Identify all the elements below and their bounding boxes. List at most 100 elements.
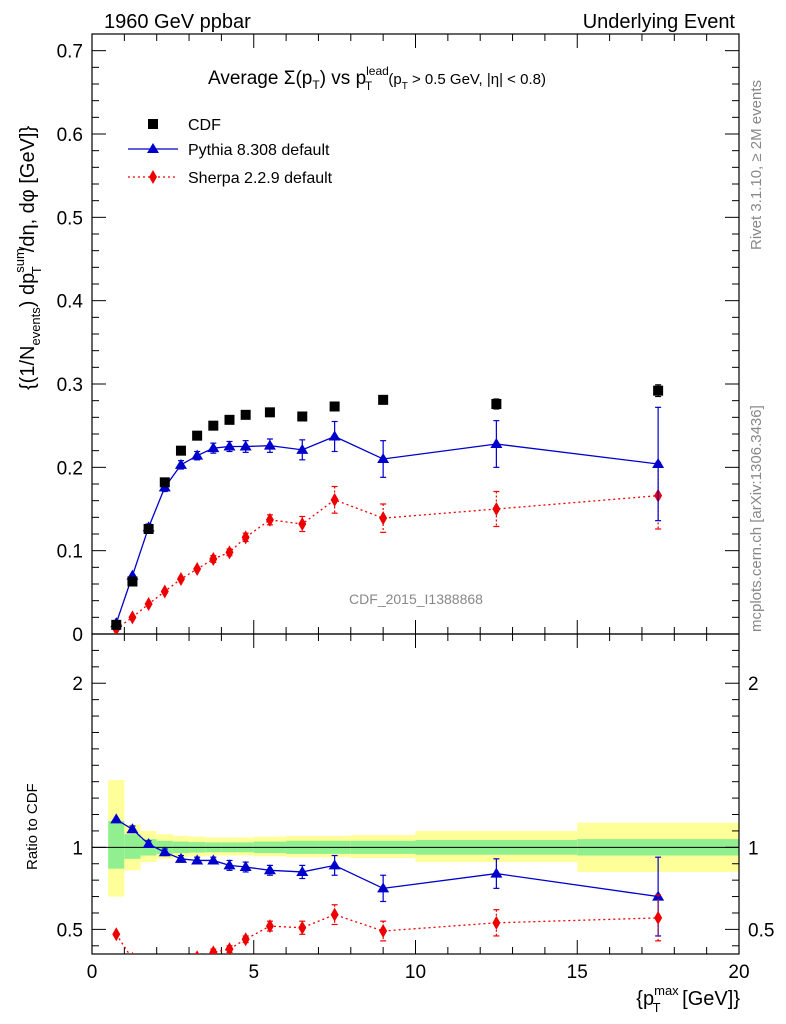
main-point-sherpa [298, 517, 307, 531]
main-point-cdf [208, 420, 219, 431]
mcplots-label: mcplots.cern.ch [arXiv:1306.3436] [748, 405, 765, 632]
ratio-y-axis-label: Ratio to CDF [24, 783, 41, 870]
main-point-cdf [143, 524, 154, 534]
legend-marker-sherpa [149, 170, 157, 184]
y-tick-label: 0.5 [57, 208, 83, 229]
y-tick-label: 0 [72, 625, 83, 646]
ratio-point-pythia [239, 861, 252, 872]
main-point-cdf [297, 411, 308, 422]
legend-marker-pythia [147, 143, 159, 153]
y-tick-label: 0.7 [57, 42, 83, 63]
ratio-plot-frame [91, 633, 740, 955]
ratio-point-pythia [158, 846, 171, 857]
legend: CDF Pythia 8.308 default Sherpa 2.2.9 de… [128, 117, 333, 187]
ratio-y-tick-label: 2 [72, 674, 83, 695]
ratio-point-sherpa [195, 950, 200, 954]
main-y-axis-label: {(1/Nevents) dpsum T/dη, dφ [GeV]} [12, 126, 44, 390]
ratio-point-sherpa [298, 920, 307, 935]
main-point-pythia [490, 438, 503, 448]
ratio-point-sherpa [209, 945, 218, 954]
main-point-sherpa [144, 597, 153, 611]
x-tick-label: 5 [248, 962, 259, 983]
ratio-point-sherpa [112, 927, 121, 942]
main-point-sherpa [330, 492, 339, 507]
ratio-band-inner [108, 821, 125, 869]
main-point-pythia [328, 430, 341, 441]
main-point-cdf [192, 430, 203, 441]
legend-entry-pythia: Pythia 8.308 default [128, 142, 330, 159]
legend-entry-sherpa: Sherpa 2.2.9 default [128, 170, 333, 187]
y-tick-label: 0.1 [57, 542, 83, 563]
legend-marker-cdf [148, 119, 158, 129]
legend-label-pythia: Pythia 8.308 default [188, 142, 330, 159]
ratio-point-pythia [490, 867, 503, 878]
main-point-cdf [159, 477, 170, 488]
legend-entry-cdf: CDF [148, 117, 221, 134]
ratio-band-inner [124, 834, 141, 859]
ratio-point-pythia [174, 852, 187, 863]
main-data-layer [110, 384, 665, 634]
main-point-sherpa [209, 552, 218, 566]
main-point-cdf [240, 409, 251, 420]
main-point-pythia [207, 442, 220, 453]
main-point-pythia [223, 440, 236, 451]
ratio-point-sherpa [177, 955, 185, 969]
rivet-label: Rivet 3.1.10, ≥ 2M events [748, 80, 765, 250]
x-tick-label: 15 [567, 962, 588, 983]
x-tick-label: 10 [405, 962, 426, 983]
main-point-sherpa [241, 530, 250, 545]
y-tick-label: 0.3 [57, 375, 83, 396]
main-point-sherpa [128, 610, 137, 625]
main-line-sherpa [115, 495, 659, 630]
ratio-point-sherpa [131, 951, 134, 954]
main-point-sherpa [160, 584, 169, 599]
ratio-point-pythia [110, 813, 123, 824]
ratio-point-sherpa [330, 907, 339, 922]
main-point-sherpa [225, 545, 234, 560]
ratio-point-pythia [263, 864, 276, 875]
main-point-sherpa [176, 572, 185, 586]
analysis-watermark: CDF_2015_I1388868 [349, 591, 483, 607]
ratio-point-pythia [126, 823, 139, 834]
ratio-point-pythia [142, 838, 155, 849]
main-point-pythia [377, 453, 390, 463]
legend-label-sherpa: Sherpa 2.2.9 default [188, 170, 333, 187]
main-point-pythia [652, 458, 665, 468]
ratio-point-sherpa [379, 924, 388, 939]
x-tick-label: 0 [87, 962, 98, 983]
ratio-y-tick-label-right: 2 [748, 674, 759, 695]
ratio-y-tick-label-right: 0.5 [748, 920, 774, 941]
ratio-point-sherpa [492, 915, 501, 930]
ratio-point-sherpa [241, 932, 250, 947]
ratio-uncertainty-bands [108, 780, 739, 897]
ratio-point-sherpa [265, 919, 274, 934]
ratio-point-pythia [191, 854, 204, 865]
main-point-sherpa [492, 502, 501, 516]
ratio-y-tick-label-right: 1 [748, 838, 759, 859]
ratio-point-sherpa [225, 942, 234, 954]
ratio-point-pythia [223, 859, 236, 870]
x-tick-label: 20 [728, 962, 749, 983]
ratio-data-layer [110, 813, 665, 972]
ratio-y-tick-label: 0.5 [57, 920, 83, 941]
main-point-cdf [111, 619, 122, 630]
ratio-point-sherpa [145, 957, 153, 971]
ratio-point-pythia [377, 882, 390, 893]
main-point-pythia [263, 439, 276, 450]
main-title: Average Σ(pT) vs plead T (pT > 0.5 GeV, |… [208, 64, 546, 93]
ratio-point-sherpa [654, 910, 663, 925]
main-point-pythia [174, 458, 187, 469]
axis-ticks: 0 5 10 15 20 0 0.1 0.2 0.3 0.4 0.5 0.6 0.7 0.5 0.5 1 1 2 2 [57, 34, 774, 983]
ratio-point-sherpa [161, 958, 169, 972]
main-point-cdf [175, 445, 186, 456]
main-point-cdf [378, 394, 389, 405]
y-tick-label: 0.2 [57, 458, 83, 479]
ratio-point-pythia [207, 854, 220, 865]
y-tick-label: 0.4 [57, 292, 84, 313]
ratio-point-pythia [296, 865, 309, 876]
main-point-pythia [239, 440, 252, 451]
ratio-point-pythia [328, 859, 341, 870]
main-point-cdf [491, 399, 502, 409]
main-point-sherpa [265, 512, 274, 527]
